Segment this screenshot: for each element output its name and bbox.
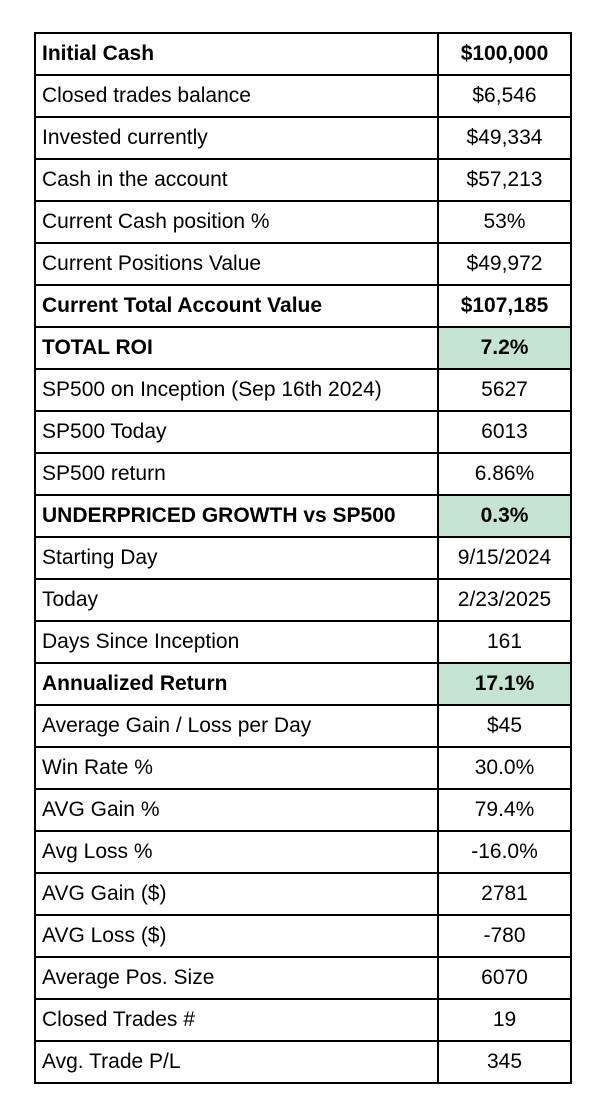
row-label: Closed trades balance	[34, 74, 439, 118]
row-value: 6070	[437, 956, 572, 1000]
row-label: Invested currently	[34, 116, 439, 160]
row-value: 30.0%	[437, 746, 572, 790]
table-row: Win Rate % 30.0%	[34, 746, 572, 790]
table-row: SP500 Today 6013	[34, 410, 572, 454]
row-value: 2781	[437, 872, 572, 916]
table-row: TOTAL ROI 7.2%	[34, 326, 572, 370]
row-value: 345	[437, 1040, 572, 1084]
table-row: SP500 on Inception (Sep 16th 2024) 5627	[34, 368, 572, 412]
table-row: Avg. Trade P/L 345	[34, 1040, 572, 1084]
row-label: Cash in the account	[34, 158, 439, 202]
row-label: SP500 Today	[34, 410, 439, 454]
row-label: TOTAL ROI	[34, 326, 439, 370]
portfolio-summary-table: Initial Cash $100,000 Closed trades balanc…	[34, 32, 572, 1084]
row-value: $49,334	[437, 116, 572, 160]
table-row: SP500 return 6.86%	[34, 452, 572, 496]
row-label: AVG Gain %	[34, 788, 439, 832]
table-row: Annualized Return 17.1%	[34, 662, 572, 706]
table-row: Starting Day 9/15/2024	[34, 536, 572, 580]
row-value: $100,000	[437, 32, 572, 76]
row-value: $45	[437, 704, 572, 748]
row-label: AVG Gain ($)	[34, 872, 439, 916]
row-value: 53%	[437, 200, 572, 244]
row-value: 6.86%	[437, 452, 572, 496]
row-value: 2/23/2025	[437, 578, 572, 622]
row-label: Days Since Inception	[34, 620, 439, 664]
table-row: Initial Cash $100,000	[34, 32, 572, 76]
table-row: Days Since Inception 161	[34, 620, 572, 664]
row-label: Starting Day	[34, 536, 439, 580]
table-row: Average Pos. Size 6070	[34, 956, 572, 1000]
row-label: Average Gain / Loss per Day	[34, 704, 439, 748]
row-label: Avg Loss %	[34, 830, 439, 874]
row-label: Current Total Account Value	[34, 284, 439, 328]
table-row: Closed trades balance $6,546	[34, 74, 572, 118]
table-row: Closed Trades #19	[34, 998, 572, 1042]
row-label: SP500 return	[34, 452, 439, 496]
table-body: Initial Cash $100,000 Closed trades balanc…	[34, 32, 572, 1084]
row-value: 6013	[437, 410, 572, 454]
row-value: $107,185	[437, 284, 572, 328]
row-label: Current Cash position %	[34, 200, 439, 244]
row-label: Initial Cash	[34, 32, 439, 76]
row-value: -16.0%	[437, 830, 572, 874]
table-row: AVG Loss ($) -780	[34, 914, 572, 958]
table-row: Current Total Account Value $107,185	[34, 284, 572, 328]
row-value: 17.1%	[437, 662, 572, 706]
row-value: 7.2%	[437, 326, 572, 370]
table-row: Today 2/23/2025	[34, 578, 572, 622]
row-value: -780	[437, 914, 572, 958]
table-row: AVG Gain % 79.4%	[34, 788, 572, 832]
table-row: Invested currently $49,334	[34, 116, 572, 160]
row-label: Win Rate %	[34, 746, 439, 790]
row-label: Annualized Return	[34, 662, 439, 706]
row-value: 79.4%	[437, 788, 572, 832]
row-label: Closed Trades #	[34, 998, 439, 1042]
table-row: AVG Gain ($) 2781	[34, 872, 572, 916]
table-row: Current Cash position % 53%	[34, 200, 572, 244]
row-value: $49,972	[437, 242, 572, 286]
row-label: SP500 on Inception (Sep 16th 2024)	[34, 368, 439, 412]
row-label: Avg. Trade P/L	[34, 1040, 439, 1084]
row-value: 161	[437, 620, 572, 664]
table-row: Avg Loss % -16.0%	[34, 830, 572, 874]
table-row: UNDERPRICED GROWTH vs SP500 0.3%	[34, 494, 572, 538]
row-label: Current Positions Value	[34, 242, 439, 286]
row-label: AVG Loss ($)	[34, 914, 439, 958]
row-value: 0.3%	[437, 494, 572, 538]
table-row: Current Positions Value $49,972	[34, 242, 572, 286]
row-label: Average Pos. Size	[34, 956, 439, 1000]
row-value: $6,546	[437, 74, 572, 118]
row-value: 9/15/2024	[437, 536, 572, 580]
row-label: UNDERPRICED GROWTH vs SP500	[34, 494, 439, 538]
row-value: 19	[437, 998, 572, 1042]
row-value: $57,213	[437, 158, 572, 202]
row-value: 5627	[437, 368, 572, 412]
row-label: Today	[34, 578, 439, 622]
table-row: Average Gain / Loss per Day $45	[34, 704, 572, 748]
table-row: Cash in the account $57,213	[34, 158, 572, 202]
